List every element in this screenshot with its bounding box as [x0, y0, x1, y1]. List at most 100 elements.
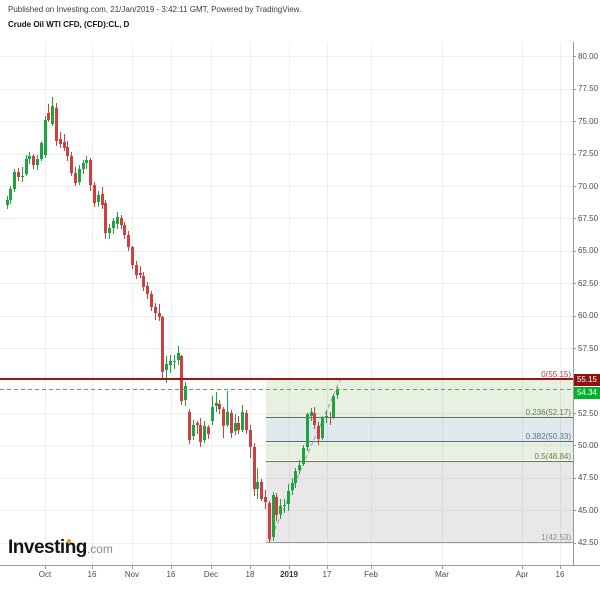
candle-body [191, 424, 195, 437]
candle-body [89, 160, 93, 185]
candle-body [294, 471, 298, 484]
price-tick [573, 56, 576, 58]
candle-body [195, 423, 199, 425]
candle-body [54, 108, 58, 141]
time-tick-label: 16 [555, 570, 565, 579]
candle-body [214, 402, 218, 407]
candle-body [317, 426, 321, 439]
candle-body [123, 224, 127, 236]
candle-body [77, 169, 81, 183]
candle-body [62, 141, 66, 149]
time-tick [92, 565, 93, 569]
fib-level-label: 0.236(52.17) [525, 408, 571, 418]
fib-level-line [266, 417, 573, 419]
candle-body [222, 409, 226, 426]
candle-body [252, 446, 256, 490]
time-tick-label: Feb [364, 570, 378, 579]
candle-body [301, 448, 305, 464]
price-tick-label: 50.00 [578, 440, 599, 450]
time-tick-label: 2019 [280, 570, 298, 579]
resistance-price-badge: 55.15 [574, 374, 600, 386]
candle-body [96, 195, 100, 202]
candle-body [24, 158, 28, 175]
fib-level-label: 0.382(50.33) [525, 432, 571, 442]
price-tick [573, 413, 576, 414]
time-tick [371, 565, 372, 569]
grid-line-horizontal [0, 250, 573, 252]
candle-body [172, 361, 176, 363]
candle-body [39, 143, 43, 159]
price-tick [573, 88, 576, 90]
grid-line-horizontal [0, 88, 573, 90]
candle-body [320, 418, 324, 438]
fib-level-line [266, 542, 573, 544]
published-line: Published on Investing.com, 21/Jan/2019 … [8, 5, 302, 14]
time-tick-label: Oct [38, 570, 52, 579]
candle-body [241, 411, 245, 430]
grid-line-horizontal [0, 315, 573, 317]
grid-line-vertical [171, 42, 172, 565]
candle-body [142, 275, 146, 288]
grid-line-vertical [560, 42, 561, 565]
price-tick-label: 80.00 [578, 51, 599, 61]
price-tick-label: 47.50 [578, 473, 599, 483]
candle-body [104, 202, 108, 233]
price-tick-label: 65.00 [578, 246, 599, 256]
price-tick [573, 315, 576, 317]
candle-body [237, 423, 241, 430]
candle-body [100, 193, 104, 206]
time-axis-line [0, 565, 600, 566]
candle-body [279, 506, 283, 515]
candle-body [210, 406, 214, 421]
logo-suffix: .com [86, 542, 113, 556]
time-tick [171, 565, 172, 569]
candle-body [263, 497, 267, 503]
price-tick [573, 283, 576, 285]
grid-line-horizontal [0, 283, 573, 285]
grid-line-horizontal [0, 153, 573, 155]
candle-wick [196, 420, 198, 434]
current-price-line [0, 389, 573, 391]
grid-line-vertical [132, 42, 133, 565]
candle-body [290, 483, 294, 490]
price-tick [573, 445, 576, 447]
candle-body [119, 218, 123, 225]
candle-body [138, 272, 142, 276]
candle-body [286, 490, 290, 504]
fib-level-label: 1(42.53) [541, 533, 571, 543]
time-tick [522, 565, 523, 569]
price-tick-label: 45.00 [578, 505, 599, 515]
grid-line-vertical [250, 42, 251, 565]
candle-body [199, 424, 203, 442]
grid-line-vertical [92, 42, 93, 565]
price-axis-line [573, 42, 574, 565]
price-tick-label: 70.00 [578, 181, 599, 191]
candle-body [218, 403, 222, 410]
fib-level-line [266, 460, 573, 462]
fib-level-line [266, 441, 573, 443]
candle-body [9, 188, 13, 201]
candle-body [275, 497, 279, 516]
time-tick [560, 565, 561, 569]
candle-wick [21, 166, 23, 183]
candle-wick [329, 411, 331, 425]
candle-body [153, 306, 157, 314]
candle-wick [158, 304, 160, 321]
candle-body [81, 162, 85, 170]
candle-body [332, 396, 336, 417]
price-tick [573, 477, 576, 479]
fib-band [266, 441, 573, 461]
price-tick [573, 250, 576, 252]
fib-band [266, 417, 573, 442]
investing-logo: Investing.com [8, 537, 113, 559]
candle-body [233, 423, 237, 432]
grid-line-horizontal [0, 218, 573, 220]
time-tick [211, 565, 212, 569]
candle-body [73, 173, 77, 184]
price-tick-label: 75.00 [578, 116, 599, 126]
price-tick [573, 348, 576, 350]
candle-body [282, 505, 286, 507]
candle-body [176, 353, 180, 360]
grid-line-horizontal [0, 348, 573, 350]
